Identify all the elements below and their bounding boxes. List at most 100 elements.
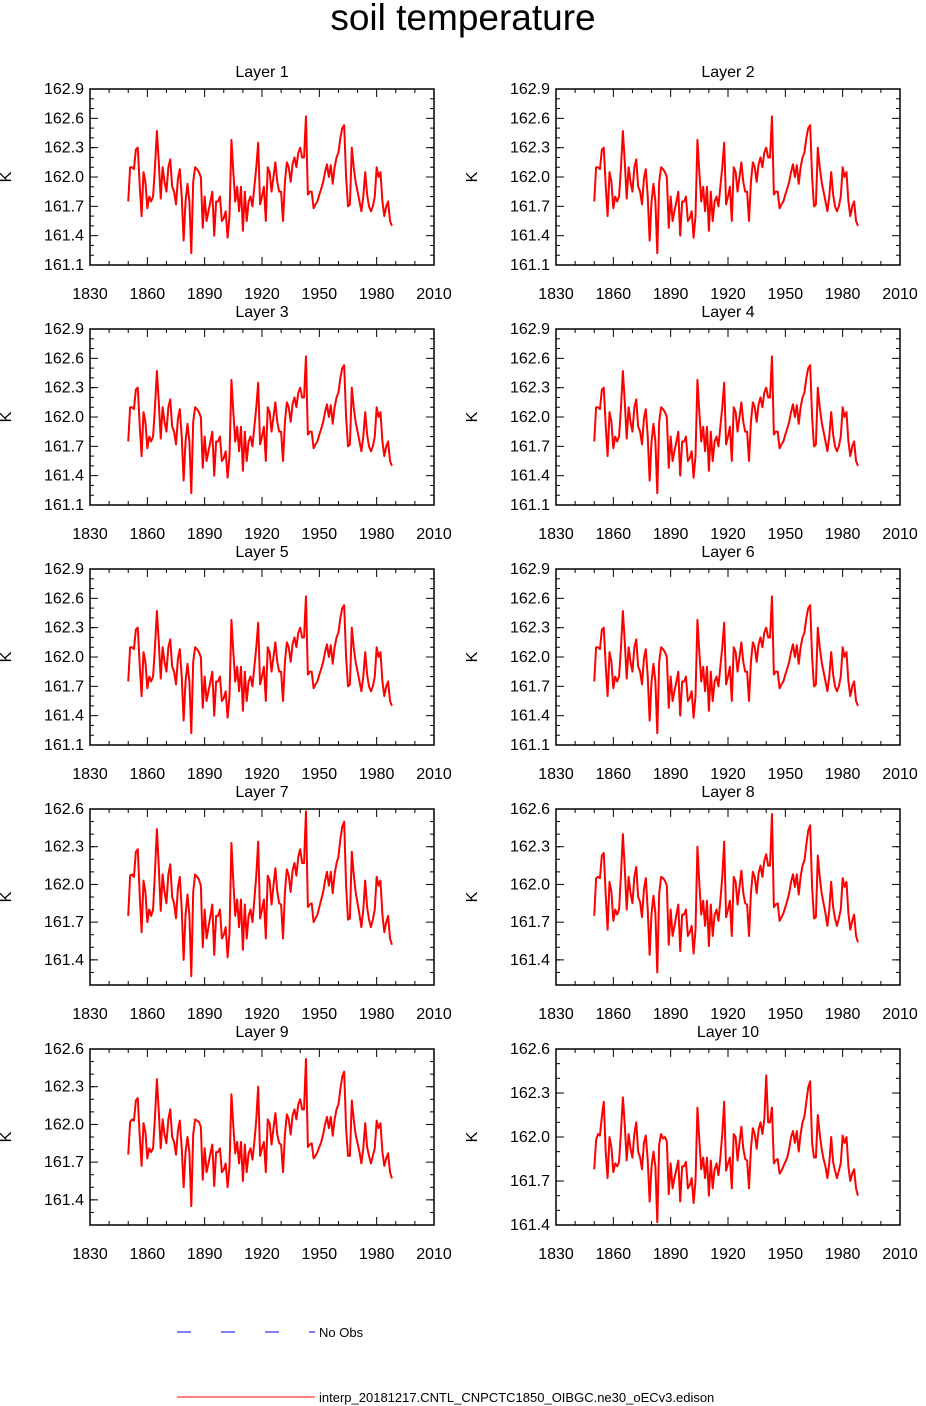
panel-title: Layer 6: [701, 544, 754, 561]
x-tick-label: 1980: [359, 766, 395, 783]
y-tick-label: 161.4: [510, 468, 550, 485]
x-tick-label: 1980: [825, 766, 861, 783]
y-tick-label: 161.7: [510, 438, 550, 455]
x-tick-label: 1830: [72, 1246, 108, 1263]
y-tick-label: 162.6: [510, 110, 550, 127]
series-line-1: [127, 595, 393, 735]
y-tick-label: 161.1: [44, 737, 84, 754]
y-tick-label: 161.4: [510, 228, 550, 245]
x-tick-label: 1920: [710, 286, 746, 303]
plot-frame: [555, 808, 901, 986]
y-tick-label: 161.1: [44, 497, 84, 514]
x-tick-label: 1830: [538, 526, 574, 543]
y-axis-label: K: [464, 1131, 481, 1142]
y-tick-label: 161.7: [44, 198, 84, 215]
series-line-1: [127, 810, 393, 978]
chart-panel-1: Layer 1 K 1830 1860 1890 1920 1950 1980 2010 161.…: [0, 64, 452, 303]
y-tick-label: 161.1: [510, 497, 550, 514]
y-tick-label: 161.4: [44, 1192, 84, 1209]
x-tick-label: 1830: [72, 286, 108, 303]
x-tick-label: 2010: [882, 526, 918, 543]
y-axis-label: K: [0, 651, 15, 662]
chart-panel-4: Layer 4 K 1830 1860 1890 1920 1950 1980 2010 161.…: [464, 304, 918, 543]
y-axis-label: K: [464, 171, 481, 182]
x-tick-label: 1980: [359, 1246, 395, 1263]
chart-panel-5: Layer 5 K 1830 1860 1890 1920 1950 1980 2010 161.…: [0, 544, 452, 783]
x-tick-label: 1950: [768, 286, 804, 303]
y-tick-label: 162.3: [44, 140, 84, 157]
x-tick-label: 1860: [130, 526, 166, 543]
y-tick-label: 161.7: [510, 1173, 550, 1190]
x-tick-label: 1950: [302, 766, 338, 783]
x-tick-label: 1980: [825, 286, 861, 303]
legend-no-obs-label: No Obs: [319, 1325, 364, 1340]
y-tick-label: 161.4: [510, 708, 550, 725]
y-tick-label: 162.3: [510, 1085, 550, 1102]
x-tick-label: 2010: [416, 526, 452, 543]
panel-title: Layer 4: [701, 304, 754, 321]
x-tick-label: 1920: [244, 766, 280, 783]
x-tick-label: 1950: [768, 1006, 804, 1023]
chart-panel-8: Layer 8 K 1830 1860 1890 1920 1950 1980 2010 161.…: [464, 784, 918, 1023]
plot-frame: [555, 1048, 901, 1226]
y-tick-label: 162.6: [44, 110, 84, 127]
series-line-1: [593, 813, 859, 974]
y-tick-label: 162.0: [510, 1129, 550, 1146]
x-tick-label: 1950: [768, 526, 804, 543]
y-tick-label: 161.4: [510, 1217, 550, 1234]
x-tick-label: 1860: [596, 1246, 632, 1263]
figure-title: soil temperature: [330, 0, 596, 38]
x-tick-label: 1860: [596, 286, 632, 303]
chart-panel-2: Layer 2 K 1830 1860 1890 1920 1950 1980 2010 161.…: [464, 64, 918, 303]
y-tick-label: 162.0: [510, 169, 550, 186]
panel-title: Layer 3: [235, 304, 288, 321]
x-tick-label: 1890: [653, 1246, 689, 1263]
x-tick-label: 1950: [302, 1006, 338, 1023]
x-tick-label: 1920: [710, 766, 746, 783]
x-tick-label: 2010: [882, 1246, 918, 1263]
y-tick-label: 161.7: [510, 198, 550, 215]
series-line-1: [593, 115, 859, 255]
x-tick-label: 1890: [187, 766, 223, 783]
y-axis-label: K: [0, 1131, 15, 1142]
y-axis-label: K: [0, 891, 15, 902]
y-tick-label: 162.6: [44, 350, 84, 367]
series-line-1: [593, 595, 859, 735]
x-tick-label: 1950: [768, 1246, 804, 1263]
y-axis-label: K: [0, 411, 15, 422]
y-tick-label: 161.7: [44, 678, 84, 695]
x-tick-label: 1950: [302, 1246, 338, 1263]
x-tick-label: 1920: [244, 286, 280, 303]
y-axis-label: K: [464, 411, 481, 422]
x-tick-label: 1980: [825, 526, 861, 543]
y-tick-label: 162.0: [510, 409, 550, 426]
x-tick-label: 2010: [416, 1246, 452, 1263]
x-tick-label: 1950: [302, 286, 338, 303]
x-tick-label: 1860: [130, 766, 166, 783]
y-tick-label: 162.0: [44, 169, 84, 186]
y-tick-label: 162.9: [44, 321, 84, 338]
x-tick-label: 1830: [538, 1246, 574, 1263]
y-tick-label: 162.9: [510, 81, 550, 98]
x-tick-label: 1980: [825, 1006, 861, 1023]
panel-title: Layer 2: [701, 64, 754, 81]
y-tick-label: 161.4: [44, 468, 84, 485]
x-tick-label: 2010: [416, 766, 452, 783]
x-tick-label: 1980: [359, 526, 395, 543]
panel-title: Layer 5: [235, 544, 288, 561]
x-tick-label: 1830: [538, 286, 574, 303]
y-tick-label: 162.3: [44, 1079, 84, 1096]
y-tick-label: 161.1: [510, 257, 550, 274]
plot-frame: [555, 328, 901, 506]
y-tick-label: 162.0: [44, 876, 84, 893]
y-tick-label: 162.6: [510, 801, 550, 818]
y-tick-label: 162.6: [510, 590, 550, 607]
x-tick-label: 1890: [653, 526, 689, 543]
y-tick-label: 162.0: [44, 1116, 84, 1133]
x-tick-label: 1830: [538, 1006, 574, 1023]
series-line-1: [593, 1074, 859, 1224]
x-tick-label: 1980: [359, 1006, 395, 1023]
x-tick-label: 1920: [244, 526, 280, 543]
x-tick-label: 1860: [596, 1006, 632, 1023]
y-axis-label: K: [464, 651, 481, 662]
